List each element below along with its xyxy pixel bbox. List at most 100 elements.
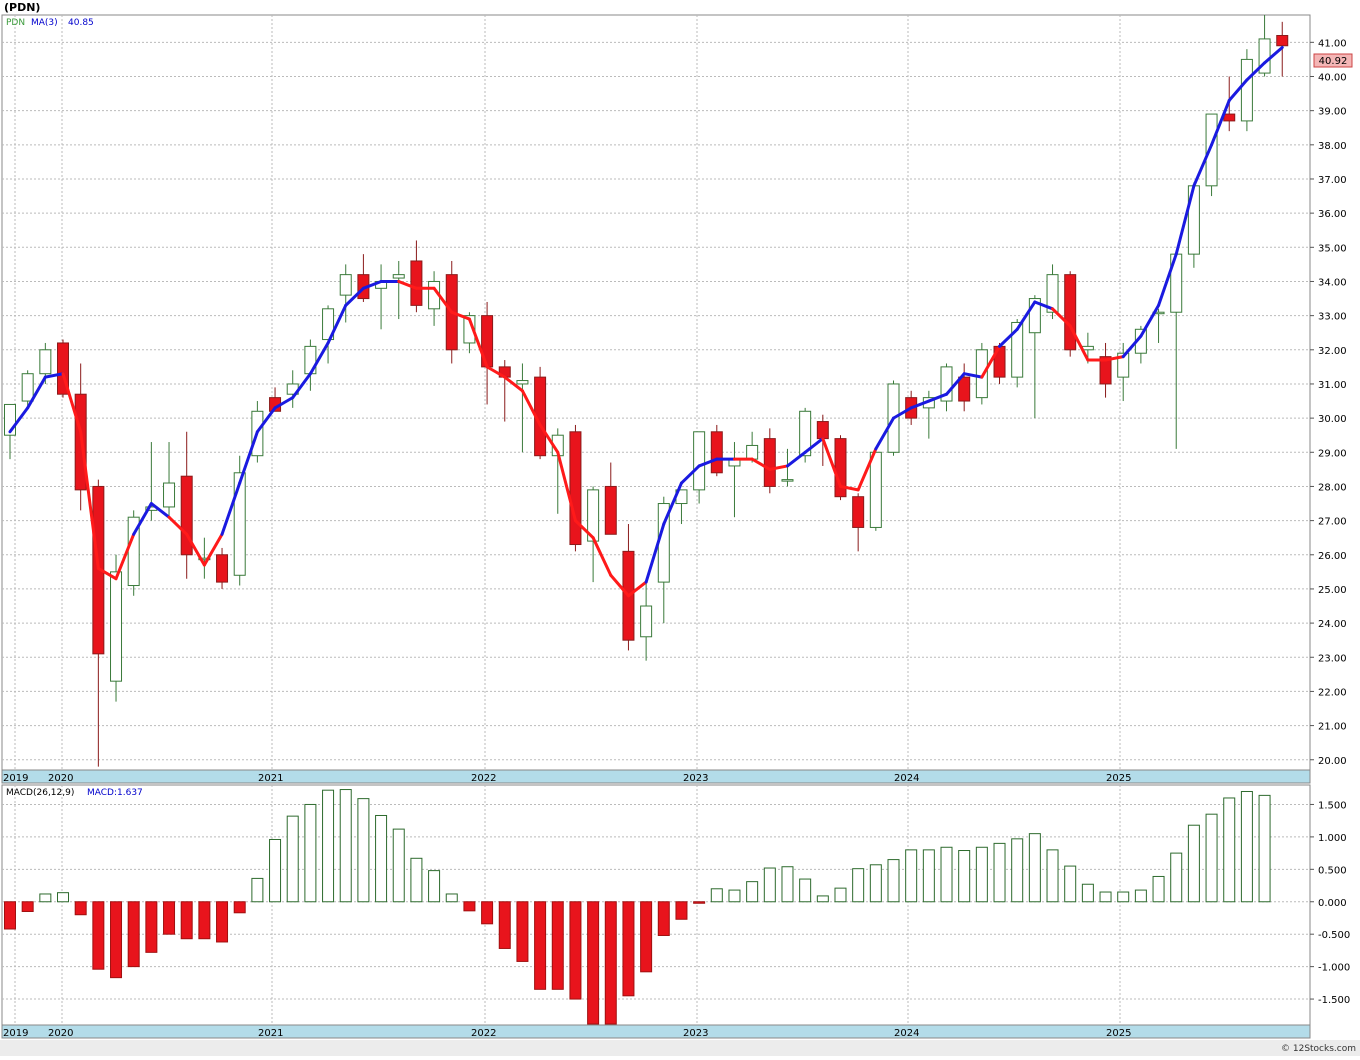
ma-segment	[1263, 45, 1284, 65]
last-price-label: 40.92	[1319, 56, 1348, 67]
macd-bar	[1081, 883, 1094, 903]
ma-segment	[79, 430, 100, 570]
macd-y-tick-label: -0.500	[1318, 930, 1350, 941]
ma-segment	[397, 279, 418, 290]
candle-body	[710, 431, 723, 474]
ma-segment	[450, 310, 471, 321]
candle	[216, 547, 229, 589]
macd-bar	[21, 901, 34, 912]
price-y-tick-label: 31.00	[1318, 380, 1347, 391]
candle-body	[339, 274, 352, 296]
candle-body	[958, 376, 971, 402]
price-x-tick-label: 2024	[894, 773, 919, 784]
candle	[1205, 113, 1218, 197]
macd-bar	[39, 893, 52, 903]
macd-bar	[145, 901, 158, 953]
candle-body	[816, 421, 829, 440]
legend-ma-value: 40.85	[68, 18, 94, 28]
candle-body	[799, 410, 812, 457]
ma-segment	[132, 502, 153, 536]
last-price-box	[1313, 53, 1353, 68]
macd-bar	[269, 838, 282, 903]
macd-bar	[657, 901, 670, 936]
macd-x-tick-label: 2021	[258, 1028, 283, 1039]
price-y-tick-label: 39.00	[1318, 107, 1347, 118]
macd-panel	[1, 784, 1311, 1026]
macd-bar	[922, 849, 935, 903]
ma-segment	[185, 532, 206, 567]
price-y-tick-label: 35.00	[1318, 243, 1347, 254]
candle-body	[110, 571, 123, 682]
macd-bar	[110, 901, 123, 979]
price-x-tick-label: 2023	[683, 773, 708, 784]
macd-bar	[339, 789, 352, 903]
ma-segment	[344, 286, 365, 307]
macd-bar	[1240, 790, 1253, 903]
ma-segment	[626, 580, 648, 598]
macd-x-tick-label: 2025	[1106, 1028, 1131, 1039]
macd-y-tick-label: -1.000	[1318, 963, 1350, 974]
macd-bar	[675, 901, 688, 920]
candle-body	[1081, 345, 1094, 351]
ma-segment	[945, 372, 966, 396]
macd-bar	[1028, 833, 1041, 903]
macd-bar	[1064, 865, 1077, 903]
candle-body	[1258, 38, 1271, 74]
price-x-tick-label: 2019	[3, 773, 28, 784]
macd-bar	[1205, 813, 1218, 903]
candle-body	[392, 274, 405, 279]
ma-segment	[326, 303, 348, 345]
ma-segment	[662, 481, 683, 526]
price-y-tick-label: 25.00	[1318, 585, 1347, 596]
candle	[1064, 271, 1077, 357]
price-y-tick-label: 37.00	[1318, 175, 1347, 186]
ma-segment	[467, 317, 489, 369]
macd-bar	[1117, 891, 1130, 903]
ma-segment	[308, 341, 330, 376]
macd-bar	[481, 901, 494, 925]
footer-band	[0, 1040, 1360, 1056]
macd-bar	[1099, 891, 1112, 903]
ma-segment	[273, 396, 295, 410]
macd-bar	[551, 901, 564, 990]
macd-bar	[322, 789, 335, 903]
macd-x-tick-label: 2022	[471, 1028, 496, 1039]
candle-body	[233, 472, 246, 576]
macd-bar	[993, 842, 1006, 903]
macd-bar	[869, 864, 882, 903]
candle	[852, 493, 865, 552]
candle-body	[763, 438, 776, 487]
price-y-tick-label: 22.00	[1318, 687, 1347, 698]
macd-bar	[693, 901, 706, 904]
macd-bars	[4, 789, 1271, 1025]
ma-line	[8, 45, 1284, 598]
candle-body	[869, 451, 882, 528]
candle-body	[39, 349, 52, 375]
macd-bar	[958, 850, 971, 903]
candle-body	[57, 342, 70, 395]
macd-bar	[163, 901, 176, 935]
ma-segment	[503, 375, 524, 393]
candle-body	[1205, 113, 1218, 187]
candle-body	[1064, 274, 1077, 351]
macd-bar	[852, 868, 865, 903]
candle-body	[746, 444, 759, 460]
ma-segment	[220, 481, 242, 536]
footer-credit: © 12Stocks.com	[1281, 1044, 1356, 1054]
ma-segment	[962, 372, 984, 379]
macd-bar	[622, 901, 635, 997]
macd-bar	[710, 888, 723, 903]
macd-x-axis: 2019 2020 2021 2022 2023 2024 2025	[3, 1028, 1131, 1039]
candle	[975, 342, 988, 405]
candle	[410, 240, 423, 313]
candle	[534, 366, 547, 460]
ma-segment	[750, 457, 772, 471]
ma-segment	[1139, 303, 1161, 338]
candle	[57, 339, 70, 398]
macd-value-label: MACD:1.637	[87, 788, 143, 798]
macd-bar	[463, 901, 476, 912]
macd-bar	[604, 901, 617, 1025]
candle	[392, 260, 405, 320]
price-y-tick-label: 20.00	[1318, 756, 1347, 767]
ma-segment	[238, 430, 259, 485]
